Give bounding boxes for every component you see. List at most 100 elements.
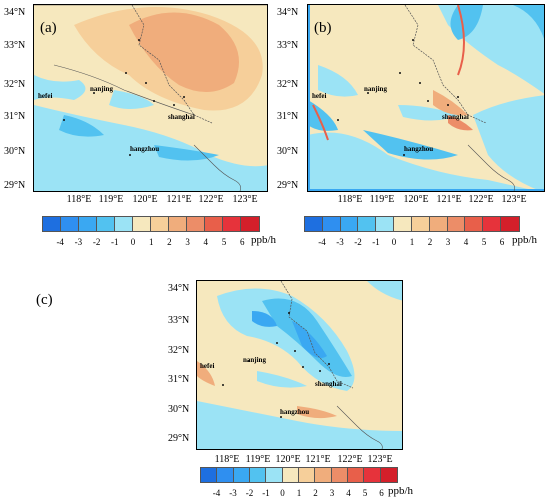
lat-tick-31: 31°N	[168, 374, 190, 385]
colorbar-label: 2	[167, 237, 172, 247]
colorbar-label: 4	[346, 488, 351, 498]
lon-tick-122: 122°E	[468, 194, 494, 205]
lon-tick-119: 119°E	[369, 194, 395, 205]
colorbar-cell	[347, 468, 365, 482]
colorbar-cell	[322, 217, 341, 231]
city-label-hefei: hefei	[200, 362, 215, 370]
colorbar-label: 4	[203, 237, 209, 247]
lat-tick-30: 30°N	[4, 146, 26, 157]
colorbar-cell	[364, 468, 381, 482]
lat-tick-30: 30°N	[277, 146, 299, 157]
lon-tick-120: 120°E	[132, 194, 158, 205]
lon-tick-121: 121°E	[166, 194, 192, 205]
colorbar-label: 0	[280, 488, 285, 498]
field-c	[197, 281, 402, 449]
colorbar-cell	[223, 217, 241, 231]
colorbar-cell	[315, 468, 332, 482]
lat-tick-33: 33°N	[168, 315, 190, 326]
panel-label: (c)	[36, 292, 53, 308]
colorbar-label: 5	[362, 488, 368, 498]
city-label-nanjing: nanjing	[364, 85, 387, 93]
lat-tick-32: 32°N	[277, 79, 299, 90]
colorbar-label: -1	[262, 488, 270, 498]
colorbar-cell	[411, 217, 430, 231]
colorbar-label: 6	[239, 237, 245, 247]
lon-tick-123: 123°E	[501, 194, 527, 205]
colorbar-unit: ppb/h	[251, 234, 277, 246]
city-label-nanjing: nanjing	[90, 85, 113, 93]
colorbar-label: 3	[445, 237, 451, 247]
map-b: (b) nanjing hefei shanghai hangzhou	[307, 4, 545, 192]
colorbar-cell	[501, 217, 519, 231]
colorbar-label: 5	[221, 237, 227, 247]
colorbar-cell	[376, 217, 395, 231]
colorbar-label: -3	[229, 488, 237, 498]
colorbar-b: -4 -3 -2 -1 0 1 2 3 4 5 6 ppb/h	[304, 216, 537, 250]
colorbar-cell	[331, 468, 348, 482]
colorbar-a: -4 -3 -2 -1 0 1 2 3 4 5 6 ppb/h	[42, 216, 276, 250]
lat-tick-29: 29°N	[4, 180, 26, 191]
colorbar-cell	[298, 468, 316, 482]
city-label-shanghai: shanghai	[315, 380, 342, 388]
city-label-nanjing: nanjing	[243, 356, 266, 364]
colorbar-label: -3	[74, 237, 83, 247]
lat-tick-33: 33°N	[277, 40, 299, 51]
colorbar-label: 6	[379, 488, 384, 498]
colorbar-cell	[205, 217, 223, 231]
colorbar-label: 4	[463, 237, 469, 247]
colorbar-cell	[266, 468, 283, 482]
city-label-hefei: hefei	[38, 92, 53, 100]
lat-tick-34: 34°N	[277, 7, 299, 18]
colorbar-cell	[241, 217, 259, 231]
panel-c: (c) nanjing hefei shanghai hangzhou 34°N…	[0, 270, 550, 503]
panel-label: (a)	[40, 20, 57, 36]
lat-tick-34: 34°N	[4, 7, 26, 18]
colorbar-unit: ppb/h	[388, 485, 414, 497]
colorbar-label: 1	[148, 237, 154, 247]
colorbar-label: -4	[212, 488, 221, 498]
colorbar-cell	[429, 217, 448, 231]
city-label-shanghai: shanghai	[442, 113, 469, 121]
colorbar-label: 2	[427, 237, 433, 247]
colorbar-label: 1	[409, 237, 415, 247]
colorbar-cell	[61, 217, 79, 231]
field-a	[34, 5, 267, 191]
colorbar-cell	[151, 217, 169, 231]
lon-tick-118: 118°E	[337, 194, 363, 205]
colorbar-cell	[465, 217, 484, 231]
colorbar-label: -4	[318, 237, 326, 247]
colorbar-cell	[217, 468, 234, 482]
map-c: nanjing hefei shanghai hangzhou	[196, 280, 403, 450]
lon-tick-122: 122°E	[337, 454, 363, 465]
lat-tick-32: 32°N	[168, 345, 190, 356]
colorbar-cell	[447, 217, 466, 231]
lat-tick-29: 29°N	[168, 433, 190, 444]
colorbar-label: 0	[130, 237, 136, 247]
lat-tick-32: 32°N	[4, 79, 26, 90]
colorbar-cell	[358, 217, 377, 231]
colorbar-label: 2	[313, 488, 318, 498]
colorbar-cell	[340, 217, 359, 231]
colorbar-unit: ppb/h	[512, 234, 538, 246]
lon-tick-121: 121°E	[436, 194, 462, 205]
panel-label: (b)	[314, 20, 332, 36]
map-a: (a) nanjing hefei shanghai hangzhou	[33, 4, 268, 192]
lat-tick-33: 33°N	[4, 40, 26, 51]
panel-a: (a) nanjing hefei shanghai hangzhou 34°N…	[0, 0, 276, 250]
colorbar-label: -2	[92, 237, 101, 247]
colorbar-cell	[43, 217, 61, 231]
colorbar-label: -3	[336, 237, 344, 247]
colorbar-cell	[233, 468, 250, 482]
city-label-shanghai: shanghai	[168, 113, 195, 121]
lon-tick-122: 122°E	[198, 194, 224, 205]
city-label-hangzhou: hangzhou	[404, 145, 434, 153]
colorbar-label: 0	[391, 237, 397, 247]
colorbar-label: 3	[329, 488, 335, 498]
city-label-hangzhou: hangzhou	[130, 145, 160, 153]
colorbar-cell	[115, 217, 133, 231]
colorbar-cell	[249, 468, 267, 482]
colorbar-label: 5	[481, 237, 487, 247]
colorbar-label: 1	[296, 488, 302, 498]
lon-tick-118: 118°E	[66, 194, 92, 205]
colorbar-c: -4 -3 -2 -1 0 1 2 3 4 5 6 ppb/h	[200, 467, 413, 501]
